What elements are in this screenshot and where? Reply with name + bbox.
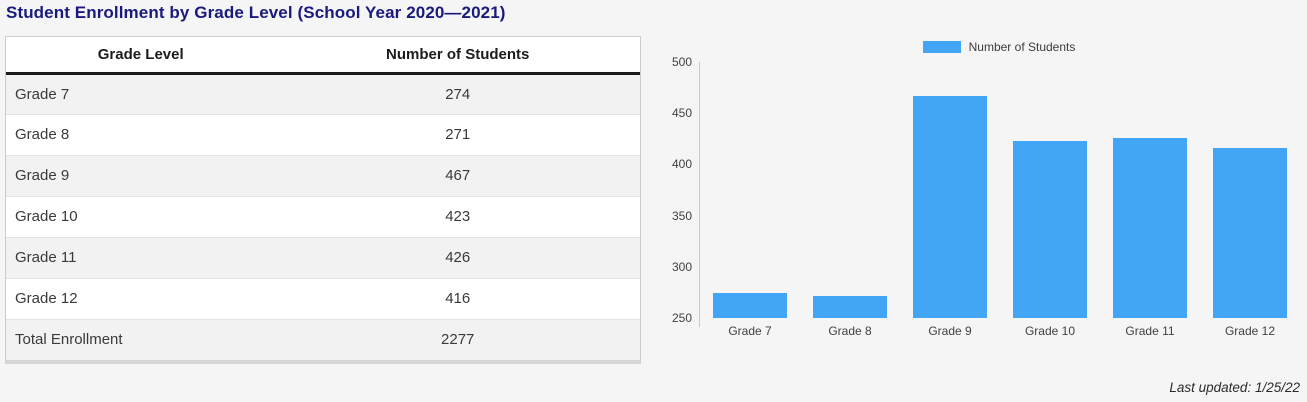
bar-grade-7[interactable] [713,293,787,318]
grade-level-cell: Grade 10 [6,195,276,237]
bar-grade-11[interactable] [1113,138,1187,318]
y-axis-tick-label: 450 [671,106,692,121]
table-row: Total Enrollment 2277 [6,318,640,360]
legend-swatch-icon [922,41,961,53]
y-axis-tick-label: 350 [671,208,692,223]
chart-plot-area: 250 300 350 400 450 500 Grade 7 Grade 8 Grade 9 G… [672,55,1299,338]
column-header-grade-level: Grade Level [6,37,276,75]
number-of-students-cell: 467 [275,154,640,196]
table-row: Grade 10 423 [6,195,640,237]
number-of-students-cell: 426 [275,236,640,278]
table-row: Grade 11 426 [6,236,640,278]
x-axis-category-label: Grade 9 [928,324,972,338]
bar-grade-12[interactable] [1213,148,1287,318]
table-row: Grade 9 467 [6,154,640,196]
column-header-number-of-students: Number of Students [275,37,640,75]
table-row: Grade 7 274 [6,73,640,114]
number-of-students-cell: 274 [275,73,640,114]
x-axis-category-label: Grade 11 [1125,324,1175,338]
bar-grade-8[interactable] [813,296,887,318]
grade-level-cell: Grade 7 [6,73,276,114]
bar-grade-10[interactable] [1013,141,1087,318]
bar-grade-9[interactable] [913,96,987,318]
y-axis-tick-label: 400 [671,157,692,172]
grade-level-cell: Grade 12 [6,277,276,319]
table-header-row: Grade Level Number of Students [6,37,640,75]
legend-label: Number of Students [968,40,1076,54]
y-axis-tick-label: 250 [671,311,692,325]
number-of-students-cell: 416 [275,277,640,319]
number-of-students-cell: 423 [275,195,640,237]
enrollment-table-container: Grade Level Number of Students Grade 7 27… [5,36,641,364]
number-of-students-cell: 271 [275,113,640,155]
grade-level-cell: Grade 8 [6,113,276,155]
y-axis-tick-label: 300 [671,259,692,274]
table-row: Grade 8 271 [6,113,640,155]
last-updated-text: Last updated: 1/25/22 [1169,380,1300,395]
x-axis-category-label: Grade 10 [1024,324,1076,338]
table-row: Grade 12 416 [6,277,640,319]
grade-level-cell: Grade 9 [6,154,276,196]
y-axis-tick-label: 500 [671,55,692,69]
grade-level-cell: Total Enrollment [6,318,276,360]
x-axis-category-label: Grade 12 [1224,324,1276,338]
number-of-students-cell: 2277 [275,318,640,360]
chart-legend[interactable]: Number of Students [699,40,1299,54]
enrollment-bar-chart: Number of Students 250 300 350 400 450 500 Gra… [660,0,1307,370]
x-axis-category-label: Grade 7 [728,324,772,338]
grade-level-cell: Grade 11 [6,236,276,278]
x-axis-category-label: Grade 8 [828,324,872,338]
page-title: Student Enrollment by Grade Level (Schoo… [6,3,506,22]
enrollment-table: Grade Level Number of Students Grade 7 27… [6,37,640,360]
